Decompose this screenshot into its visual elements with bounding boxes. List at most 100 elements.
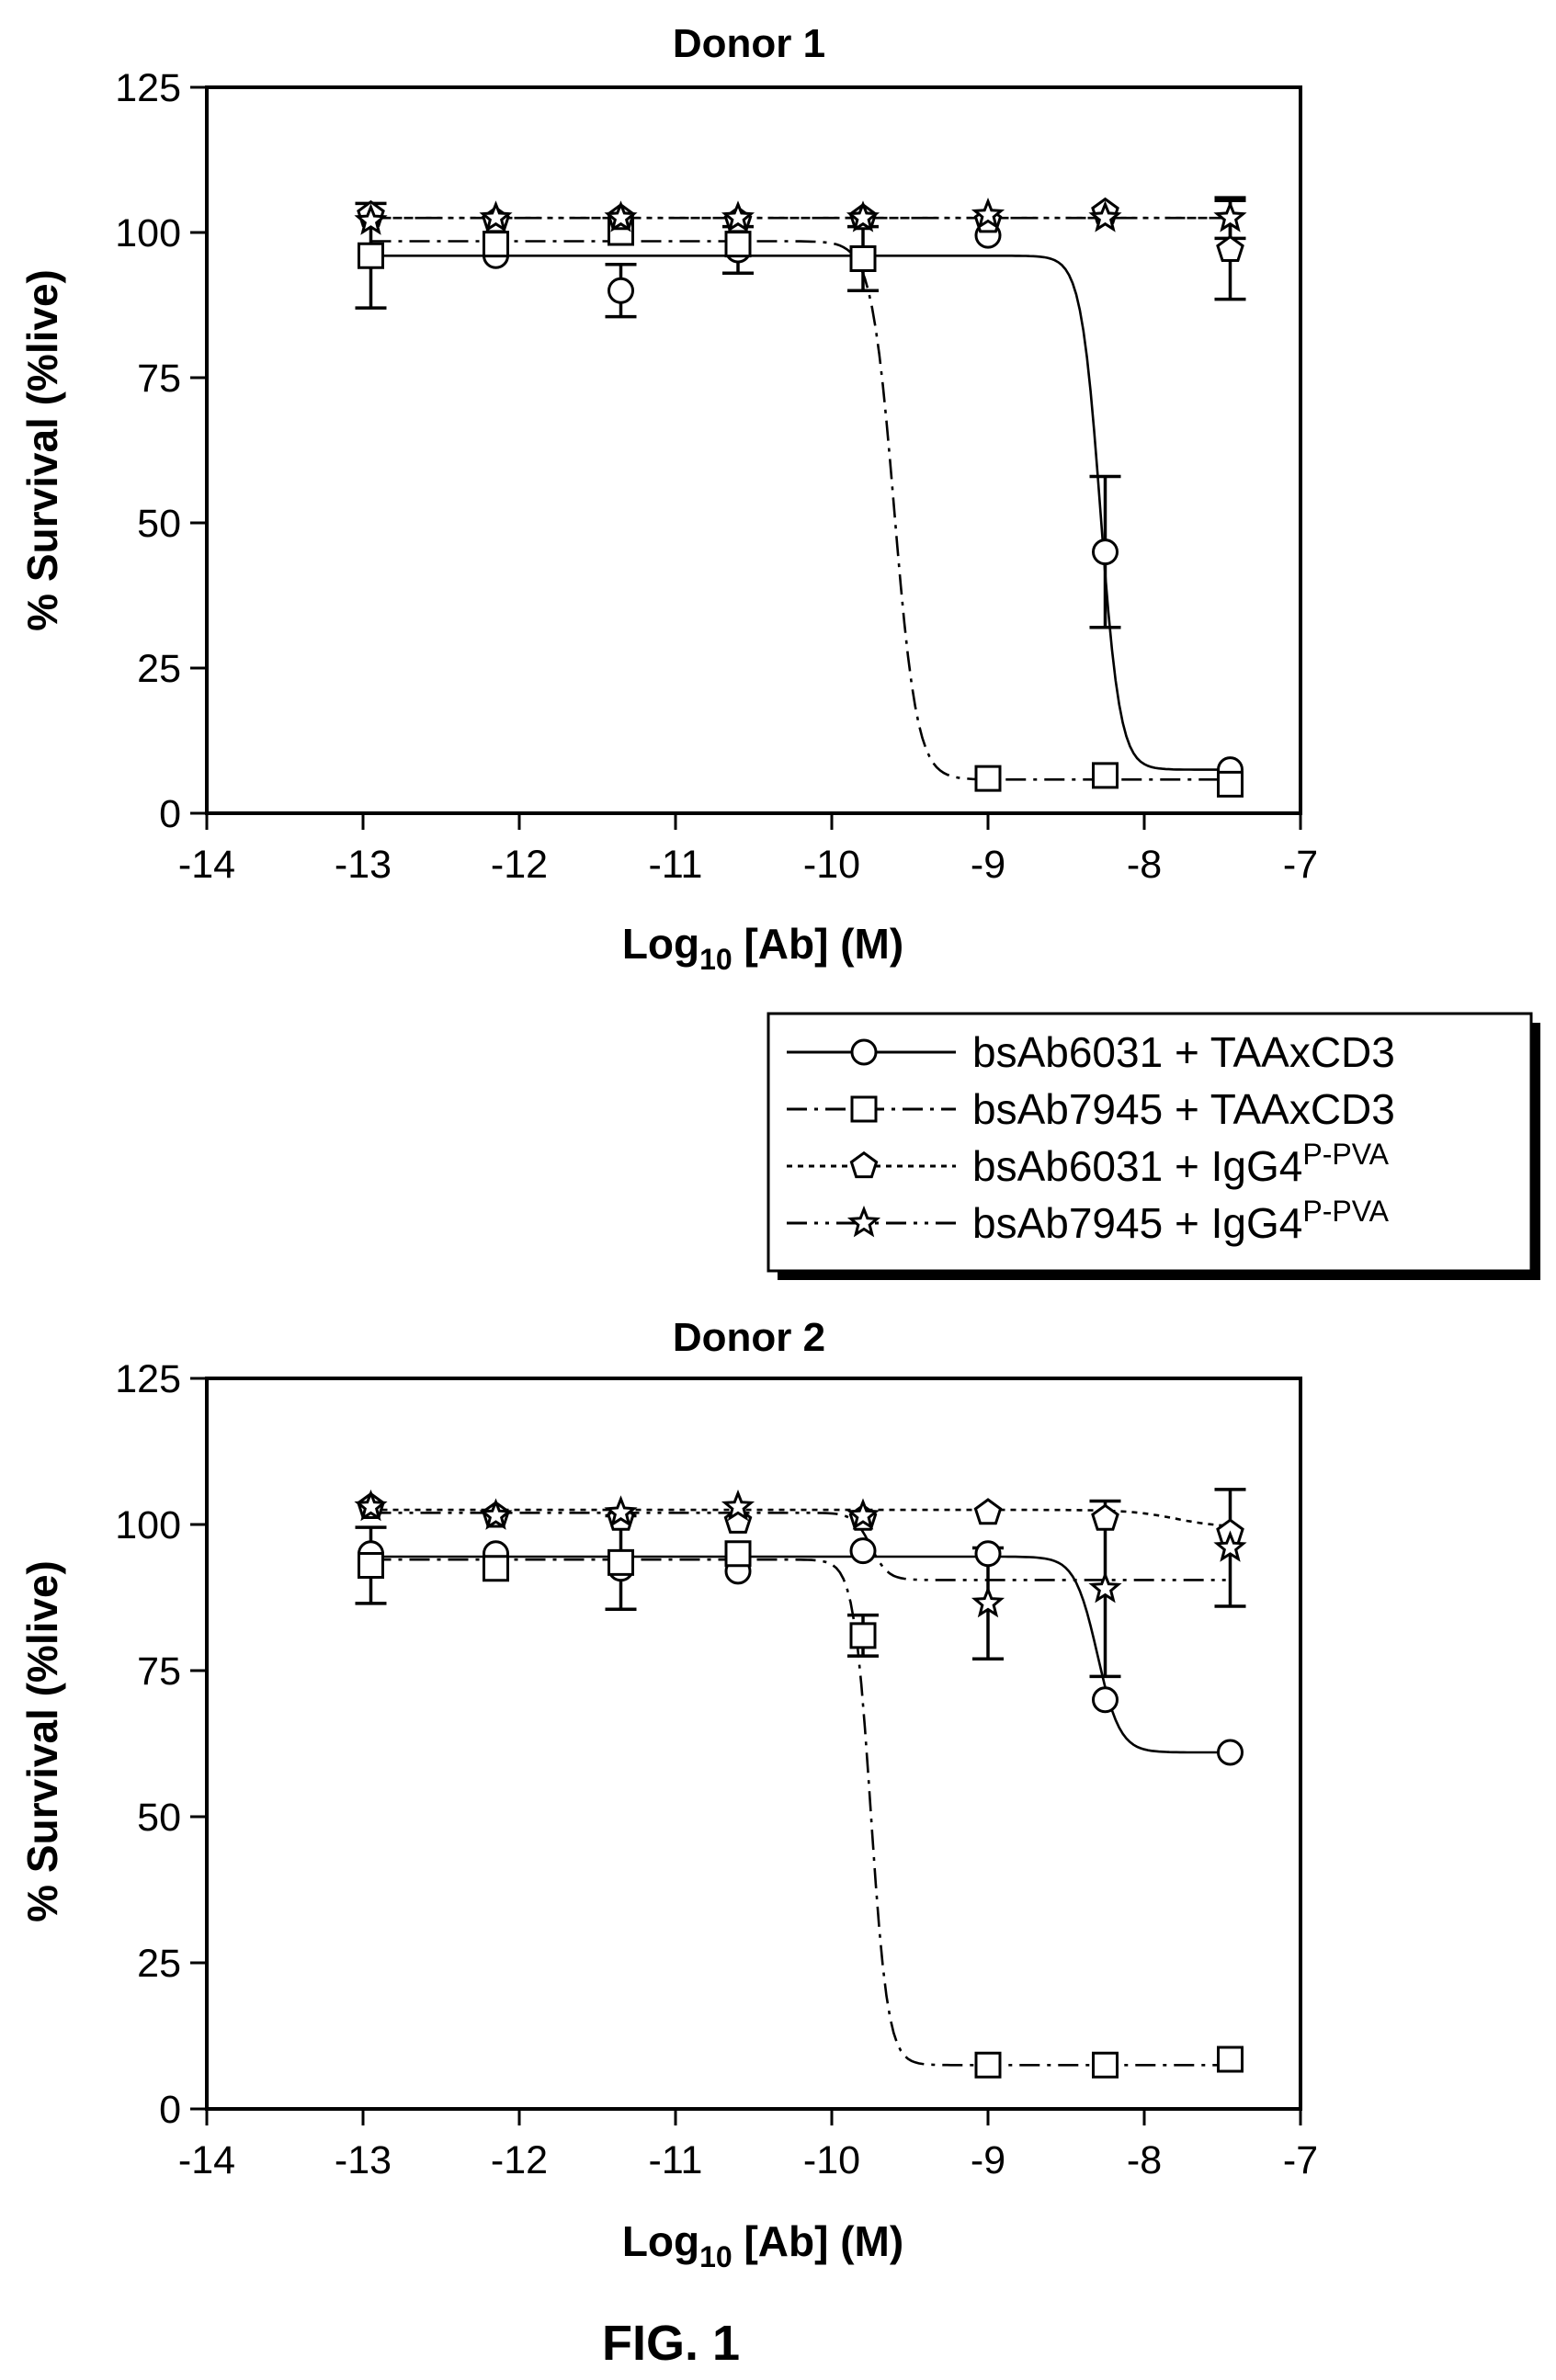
y-tick-label: 75: [137, 357, 181, 401]
y-tick-label: 125: [115, 66, 181, 110]
data-point-circle: [1092, 1686, 1119, 1714]
data-point-square: [724, 1540, 752, 1568]
data-point-square: [358, 1552, 384, 1580]
data-point-square: [974, 2051, 1002, 2079]
data-point-star: [604, 1495, 638, 1527]
x-axis-label-rest: [Ab] (M): [733, 920, 903, 968]
chart-title: Donor 1: [673, 21, 825, 66]
y-tick-label: 0: [159, 2088, 181, 2132]
data-point-square: [974, 765, 1002, 792]
fit-curve-square: [370, 240, 1231, 781]
x-tick-label: -8: [1127, 843, 1162, 887]
data-point-square: [1217, 770, 1244, 798]
data-point-square: [483, 231, 509, 258]
fit-curves: [370, 1508, 1231, 2067]
x-tick-label: -7: [1283, 2138, 1318, 2182]
legend-label-main: bsAb7945 + TAAxCD3: [972, 1085, 1395, 1133]
plot-frame: [205, 1377, 1302, 2111]
data-point-pentagon: [1091, 1503, 1119, 1531]
legend-marker-square: [850, 1095, 878, 1123]
data-point-star: [1213, 200, 1247, 232]
data-point-star: [971, 197, 1005, 230]
data-point-star: [354, 1489, 388, 1522]
data-point-circle: [849, 1537, 877, 1565]
fit-curve-star: [370, 1512, 1231, 1581]
data-point-pentagon: [1216, 234, 1244, 262]
y-tick-label: 50: [137, 1796, 181, 1840]
legend-entry: bsAb6031 + IgG4P-PVA: [787, 1138, 1390, 1190]
y-tick-label: 100: [115, 211, 181, 255]
x-tick-label: -8: [1127, 2138, 1162, 2182]
y-tick-label: 75: [137, 1649, 181, 1694]
x-tick-label: -7: [1283, 843, 1318, 887]
data-point-square: [724, 231, 752, 258]
x-tick-label: -11: [649, 2138, 703, 2182]
legend-label-main: bsAb6031 + TAAxCD3: [972, 1028, 1395, 1076]
data-point-square: [849, 1622, 877, 1649]
y-axis: 0 25 50 75 100 125: [115, 66, 207, 836]
data-point-star: [1213, 1530, 1247, 1562]
data-points: [354, 1488, 1247, 2079]
x-tick-label: -13: [335, 2138, 392, 2182]
legend-marker-star: [846, 1205, 881, 1238]
legend-box: [767, 1012, 1533, 1273]
legend-entry: bsAb7945 + IgG4P-PVA: [787, 1195, 1390, 1247]
data-point-circle: [974, 1540, 1002, 1568]
x-tick-label: -12: [491, 2138, 548, 2182]
data-point-star: [971, 1585, 1005, 1618]
data-point-star: [721, 1489, 755, 1522]
legend-marker-pentagon: [849, 1150, 879, 1179]
legend-label-main: bsAb6031 + IgG4: [972, 1142, 1302, 1190]
legend-label: bsAb7945 + TAAxCD3: [972, 1085, 1395, 1133]
plot-frame: [205, 85, 1302, 815]
y-tick-label: 0: [159, 792, 181, 836]
x-axis: -14 -13 -12 -11 -10 -9 -8 -7: [178, 2109, 1318, 2182]
legend-marker-circle: [850, 1038, 878, 1066]
x-tick-label: -12: [491, 843, 548, 887]
data-point-star: [721, 200, 755, 232]
legend-entry: bsAb7945 + TAAxCD3: [787, 1085, 1395, 1133]
data-point-square: [849, 244, 877, 272]
x-tick-label: -11: [649, 843, 703, 887]
x-axis-label-sub: 10: [699, 943, 733, 976]
x-tick-label: -9: [971, 2138, 1005, 2182]
data-point-star: [846, 200, 880, 232]
legend: bsAb6031 + TAAxCD3 bsAb7945 + TAAxCD3 bsAb…: [767, 1012, 1540, 1280]
fit-curve-square: [370, 1558, 1231, 2067]
x-axis: -14 -13 -12 -11 -10 -9 -8 -7: [178, 813, 1318, 887]
data-point-circle: [1092, 538, 1119, 566]
x-tick-label: -14: [178, 843, 235, 887]
x-tick-label: -14: [178, 2138, 235, 2182]
fit-curve-circle: [370, 255, 1231, 771]
data-point-square: [608, 1548, 634, 1576]
x-axis-label-main: Log: [622, 2217, 699, 2265]
data-point-star: [846, 1498, 880, 1530]
data-point-square: [358, 242, 384, 269]
y-tick-label: 125: [115, 1357, 181, 1401]
y-axis-label: % Survival (%live): [18, 1560, 66, 1922]
y-tick-label: 100: [115, 1503, 181, 1547]
fit-curves: [370, 216, 1231, 781]
x-axis-label-sub: 10: [699, 2240, 733, 2273]
y-axis: 0 25 50 75 100 125: [115, 1357, 207, 2132]
data-point-circle: [608, 277, 634, 304]
x-axis-label: Log10 [Ab] (M): [622, 920, 903, 976]
legend-entry: bsAb6031 + TAAxCD3: [787, 1028, 1395, 1076]
x-axis-label-main: Log: [622, 920, 699, 968]
chart-title: Donor 2: [673, 1315, 825, 1360]
data-point-star: [479, 1498, 513, 1530]
data-point-pentagon: [973, 1498, 1003, 1525]
data-point-square: [1092, 762, 1119, 789]
data-point-star: [1088, 1570, 1122, 1604]
y-axis-label: % Survival (%live): [18, 269, 66, 631]
legend-label: bsAb7945 + IgG4P-PVA: [972, 1195, 1390, 1247]
data-point-star: [354, 203, 388, 235]
x-tick-label: -13: [335, 843, 392, 887]
x-axis-label-rest: [Ab] (M): [733, 2217, 903, 2265]
data-point-circle: [1217, 1739, 1244, 1766]
data-point-star: [1088, 200, 1122, 232]
data-point-square: [1217, 2046, 1244, 2073]
y-tick-label: 25: [137, 1942, 181, 1986]
